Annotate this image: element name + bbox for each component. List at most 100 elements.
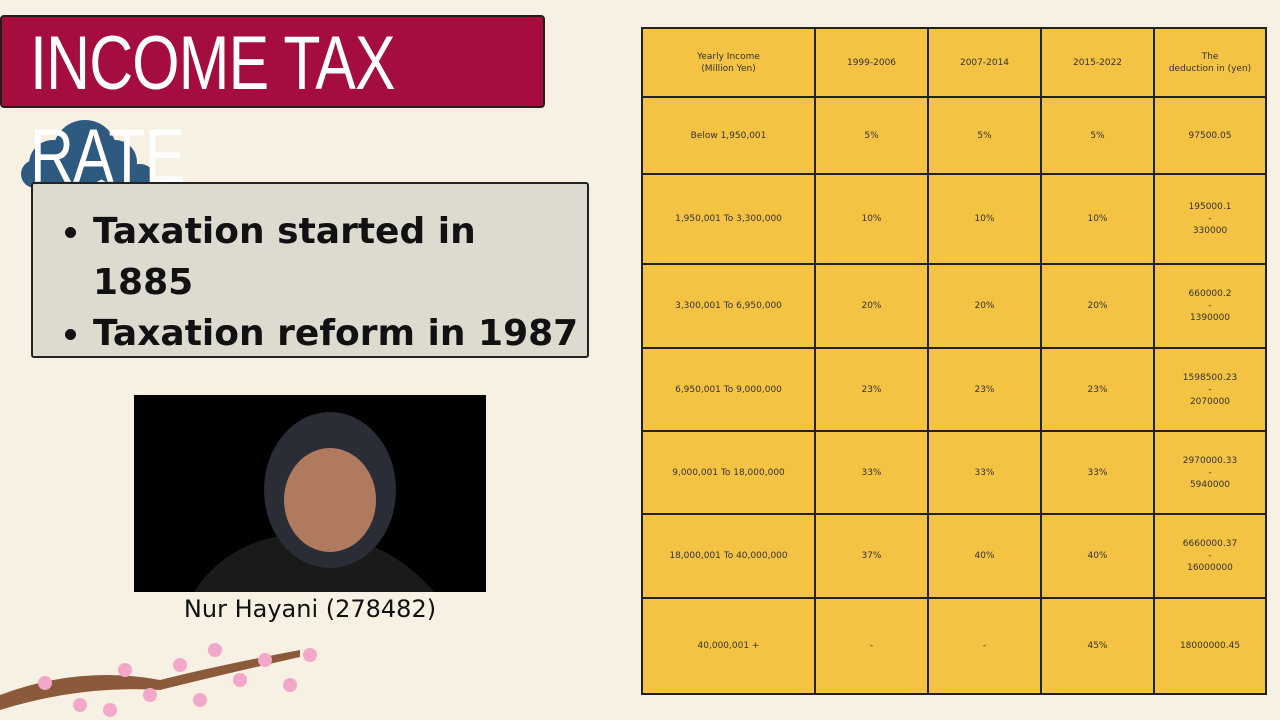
table-cell: 40,000,001 + — [641, 597, 816, 695]
table-cell: 37% — [814, 513, 929, 599]
cell-line: 37% — [861, 551, 882, 561]
table-row: 1,950,001 To 3,300,000 10% 10% 10% 195000.1 -… — [641, 173, 1267, 265]
cell-line: The — [1201, 51, 1219, 62]
table-cell: 1598500.23-2070000 — [1153, 347, 1267, 432]
table-cell: 18,000,001 To 40,000,000 — [641, 513, 816, 599]
table-cell: 40% — [1040, 513, 1155, 599]
table-cell: 23% — [1040, 347, 1155, 432]
bullet: Taxation started in 1885 — [93, 206, 587, 308]
cell-line: 33% — [1087, 467, 1108, 478]
cell-line: 20% — [974, 301, 995, 311]
cell-line: (Million Yen) — [701, 63, 756, 74]
header-cell: 1999-2006 — [814, 27, 929, 98]
table-cell: 23% — [814, 347, 929, 432]
title: INCOME TAX RATE — [30, 21, 396, 199]
cell-line: 2015-2022 — [1072, 57, 1123, 68]
bullet-box: Taxation started in 1885Taxation reform … — [31, 182, 589, 358]
tax-table: Yearly Income (Million Yen) 1999-2006 2007-… — [641, 27, 1267, 695]
cell-line: 5940000 — [1189, 479, 1231, 490]
table-cell: 10% — [927, 173, 1042, 265]
table-cell: 3,300,001 To 6,950,000 — [641, 263, 816, 349]
cell-line: 45% — [1087, 641, 1108, 651]
header-cell: The deduction in (yen) — [1153, 27, 1267, 98]
cell-line: 1390000 — [1189, 313, 1231, 323]
cell-line: 5% — [1090, 130, 1105, 141]
cell-line: 20% — [1087, 301, 1108, 311]
header-cell: Yearly Income (Million Yen) — [641, 27, 816, 98]
cell-line: 330000 — [1192, 226, 1228, 236]
cell-line: - — [982, 641, 987, 651]
table-cell: 20% — [927, 263, 1042, 349]
header-row: Yearly Income (Million Yen) 1999-2006 2007-… — [641, 27, 1267, 98]
table-cell: 20% — [1040, 263, 1155, 349]
table-cell: 2970000.33-5940000 — [1153, 430, 1267, 515]
cell-line: 1,950,001 To 3,300,000 — [675, 214, 782, 224]
cell-line: - — [1208, 467, 1212, 478]
table-row: 9,000,001 To 18,000,000 33% 33% 33% 2970000.… — [641, 430, 1267, 515]
cell-line: 2970000.33 — [1182, 455, 1238, 466]
cell-line: 23% — [1087, 384, 1108, 395]
table-cell: - — [927, 597, 1042, 695]
header-cell: 2007-2014 — [927, 27, 1042, 98]
table-cell: 195000.1 - 330000 — [1153, 173, 1267, 265]
table-cell: 5% — [927, 96, 1042, 175]
cell-line: 23% — [974, 384, 995, 395]
table-cell: 18000000.45 — [1153, 597, 1267, 695]
table-cell: 5% — [814, 96, 929, 175]
cell-line: 660000.2 — [1188, 289, 1232, 299]
presenter-silhouette — [194, 412, 434, 592]
cell-line: - — [1208, 551, 1212, 561]
table-cell: 1,950,001 To 3,300,000 — [641, 173, 816, 265]
table-cell: 33% — [927, 430, 1042, 515]
cell-line: 16000000 — [1187, 563, 1233, 573]
cell-line: Below 1,950,001 — [690, 130, 767, 141]
cell-line: - — [869, 641, 874, 651]
presenter-video — [134, 395, 486, 592]
table-cell: Below 1,950,001 — [641, 96, 816, 175]
cell-line: 33% — [861, 467, 882, 478]
cell-line: 2070000 — [1189, 396, 1231, 407]
table-cell: 9,000,001 To 18,000,000 — [641, 430, 816, 515]
cell-line: 40,000,001 + — [697, 641, 760, 651]
cell-line: 10% — [861, 214, 882, 224]
table-cell: 6,950,001 To 9,000,000 — [641, 347, 816, 432]
cell-line: 33% — [974, 467, 995, 478]
cell-line: 195000.1 — [1188, 202, 1232, 212]
cell-line: 40% — [1087, 551, 1108, 561]
cell-line: - — [1208, 384, 1212, 395]
header-cell: 2015-2022 — [1040, 27, 1155, 98]
cell-line: 10% — [1087, 214, 1108, 224]
blossom-decoration — [0, 643, 317, 717]
table-row: 40,000,001 + - - 45% 18000000.45 — [641, 597, 1267, 695]
table-cell: 10% — [1040, 173, 1155, 265]
table-cell: 10% — [814, 173, 929, 265]
cell-line: 5% — [977, 130, 992, 141]
table-cell: 45% — [1040, 597, 1155, 695]
cell-line: 20% — [861, 301, 882, 311]
table-cell: 33% — [814, 430, 929, 515]
cell-line: - — [1208, 214, 1212, 224]
table-cell: 20% — [814, 263, 929, 349]
cell-line: 40% — [974, 551, 995, 561]
table-cell: - — [814, 597, 929, 695]
table-cell: 33% — [1040, 430, 1155, 515]
table-row: Below 1,950,001 5% 5% 5% 97500.05 — [641, 96, 1267, 175]
cell-line: 9,000,001 To 18,000,000 — [672, 467, 785, 478]
table-row: 18,000,001 To 40,000,000 37% 40% 40% 6660000… — [641, 513, 1267, 599]
bullet-list: Taxation started in 1885Taxation reform … — [33, 206, 587, 359]
presenter-name: Nur Hayani (278482) — [183, 595, 437, 623]
table-cell: 23% — [927, 347, 1042, 432]
table-cell: 5% — [1040, 96, 1155, 175]
cell-line: 5% — [864, 130, 879, 141]
bullet: Taxation reform in 1987 — [93, 308, 587, 359]
cell-line: 2007-2014 — [959, 57, 1010, 68]
cell-line: 10% — [974, 214, 995, 224]
cell-line: deduction in (yen) — [1168, 63, 1252, 74]
cell-line: 3,300,001 To 6,950,000 — [675, 301, 782, 311]
cell-line: 18000000.45 — [1179, 641, 1241, 651]
cell-line: 1999-2006 — [846, 57, 897, 68]
cell-line: 23% — [861, 384, 882, 395]
table-cell: 40% — [927, 513, 1042, 599]
cell-line: 6,950,001 To 9,000,000 — [675, 384, 782, 395]
